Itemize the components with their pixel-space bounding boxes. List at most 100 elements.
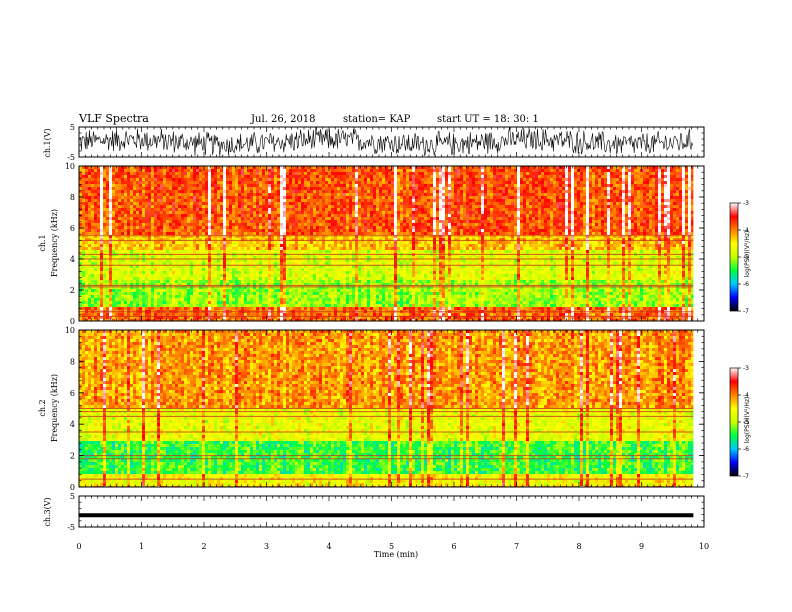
spectrogram-cell	[265, 214, 268, 217]
spectrogram-cell	[97, 169, 100, 172]
spectrogram-cell	[652, 169, 655, 172]
spectrogram-cell	[646, 229, 649, 232]
spectrogram-cell	[397, 235, 400, 238]
spectrogram-cell	[640, 178, 643, 181]
spectrogram-cell	[676, 226, 679, 229]
spectrogram-cell	[154, 166, 157, 169]
spectrogram-cell	[430, 187, 433, 190]
spectrogram-cell	[352, 184, 355, 187]
spectrogram-cell	[619, 226, 622, 229]
spectrogram-cell	[436, 199, 439, 202]
spectrogram-cell	[238, 181, 241, 184]
spectrogram-cell	[226, 187, 229, 190]
spectrogram-cell	[112, 184, 115, 187]
spectrogram-cell	[502, 199, 505, 202]
spectrogram-cell	[517, 229, 520, 232]
spectrogram-cell	[109, 232, 112, 235]
spectrogram-cell	[535, 220, 538, 223]
spectrogram-cell	[625, 205, 628, 208]
spectrogram-cell	[88, 211, 91, 214]
spectrogram-cell	[376, 208, 379, 211]
spectrogram-cell	[187, 184, 190, 187]
spectrogram-cell	[274, 232, 277, 235]
spectrogram-cell	[589, 190, 592, 193]
spectrogram-cell	[244, 184, 247, 187]
spectrogram-cell	[322, 172, 325, 175]
spectrogram-cell	[451, 169, 454, 172]
spectrogram-cell	[487, 175, 490, 178]
spectrogram-cell	[379, 223, 382, 226]
spectrogram-cell	[631, 208, 634, 211]
spectrogram-cell	[448, 214, 451, 217]
spectrogram-cell	[460, 193, 463, 196]
spectrogram-cell	[325, 220, 328, 223]
spectrogram-cell	[631, 223, 634, 226]
spectrogram-cell	[214, 226, 217, 229]
spectrogram-cell	[655, 175, 658, 178]
spectrogram-cell	[535, 202, 538, 205]
spectrogram-cell	[184, 172, 187, 175]
spectrogram-cell	[103, 235, 106, 238]
spectrogram-cell	[322, 211, 325, 214]
spectrogram-cell	[568, 232, 571, 235]
spectrogram-cell	[559, 226, 562, 229]
spectrogram-cell	[391, 214, 394, 217]
spectrogram-cell	[517, 193, 520, 196]
spectrogram-cell	[301, 184, 304, 187]
spectrogram-cell	[463, 196, 466, 199]
spectrogram-cell	[346, 232, 349, 235]
spectrogram-cell	[268, 205, 271, 208]
spectrogram-cell	[517, 166, 520, 169]
spectrogram-cell	[421, 211, 424, 214]
spectrogram-cell	[262, 172, 265, 175]
spectrogram-cell	[436, 193, 439, 196]
spectrogram-cell	[610, 178, 613, 181]
spectrogram-cell	[235, 220, 238, 223]
spectrogram-cell	[379, 169, 382, 172]
spectrogram-cell	[406, 199, 409, 202]
spectrogram-cell	[163, 235, 166, 238]
spectrogram-cell	[106, 184, 109, 187]
spectrogram-cell	[295, 193, 298, 196]
spectrogram-cell	[427, 199, 430, 202]
spectrogram-cell	[499, 196, 502, 199]
spectrogram-cell	[502, 235, 505, 238]
spectrogram-cell	[637, 208, 640, 211]
spectrogram-cell	[673, 166, 676, 169]
spectrogram-cell	[304, 196, 307, 199]
spectrogram-cell	[685, 232, 688, 235]
spectrogram-cell	[232, 190, 235, 193]
spectrogram-cell	[517, 223, 520, 226]
spectrogram-cell	[133, 232, 136, 235]
spectrogram-cell	[283, 220, 286, 223]
spectrogram-cell	[163, 220, 166, 223]
spectrogram-cell	[604, 190, 607, 193]
spectrogram-cell	[301, 199, 304, 202]
spectrogram-cell	[349, 175, 352, 178]
spectrogram-cell	[244, 196, 247, 199]
spectrogram-cell	[562, 199, 565, 202]
spectrogram-cell	[550, 205, 553, 208]
spectrogram-cell	[580, 187, 583, 190]
spectrogram-cell	[160, 235, 163, 238]
spectrogram-cell	[370, 232, 373, 235]
spectrogram-cell	[103, 199, 106, 202]
spectrogram-cell	[358, 166, 361, 169]
spectrogram-cell	[88, 193, 91, 196]
spectrogram-cell	[232, 184, 235, 187]
spectrogram-cell	[382, 223, 385, 226]
spectrogram-cell	[205, 232, 208, 235]
spectrogram-cell	[463, 187, 466, 190]
spectrogram-cell	[97, 166, 100, 169]
spectrogram-cell	[265, 190, 268, 193]
spectrogram-cell	[454, 187, 457, 190]
spectrogram-cell	[352, 190, 355, 193]
spectrogram-cell	[424, 187, 427, 190]
spectrogram-cell	[427, 235, 430, 238]
spectrogram-cell	[679, 172, 682, 175]
spectrogram-cell	[412, 178, 415, 181]
spectrogram-cell	[610, 193, 613, 196]
spectrogram-cell	[79, 199, 82, 202]
spectrogram-cell	[631, 169, 634, 172]
spectrogram-cell	[634, 190, 637, 193]
